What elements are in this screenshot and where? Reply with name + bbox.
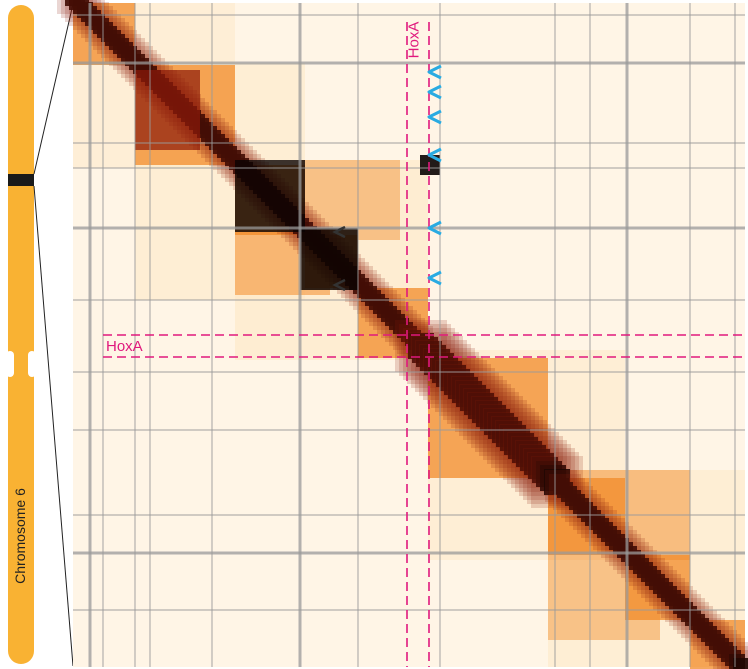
cyan-arrow-icon xyxy=(427,109,442,125)
chromosome-upper-arm xyxy=(8,5,34,373)
zoom-lines xyxy=(33,3,74,667)
cyan-arrow-icon xyxy=(427,220,442,236)
hoxa-contact-dot xyxy=(420,155,440,175)
chromosome-ideogram xyxy=(6,5,36,664)
dark-arrow-icon xyxy=(332,225,346,239)
hoxa-label-vertical: HoxA xyxy=(405,21,423,59)
zoom-line-top xyxy=(33,3,74,175)
cyan-arrow-icon xyxy=(427,64,442,80)
loop-corner xyxy=(300,228,358,290)
loop-corner xyxy=(235,160,305,232)
hoxa-region-band xyxy=(8,174,34,186)
chromosome-label: Chromosome 6 xyxy=(12,488,28,584)
centromere-notch-left xyxy=(6,351,14,377)
dark-arrow-icon xyxy=(332,278,346,292)
contact-arrows xyxy=(332,64,442,292)
chromosome-lower-arm xyxy=(8,352,34,664)
loop-corner xyxy=(135,70,200,150)
hoxa-dashed-lines xyxy=(103,22,745,667)
diagonal-band-cell xyxy=(733,658,748,669)
cyan-arrow-icon xyxy=(427,270,442,286)
centromere-notch-right xyxy=(28,351,36,377)
hoxa-label-horizontal: HoxA xyxy=(106,338,143,355)
diagonal-halo-cell xyxy=(725,650,748,669)
cyan-arrow-icon xyxy=(427,147,442,163)
cyan-arrow-icon xyxy=(427,84,442,100)
zoom-line-bottom xyxy=(33,185,74,667)
contact-matrix xyxy=(57,0,748,669)
